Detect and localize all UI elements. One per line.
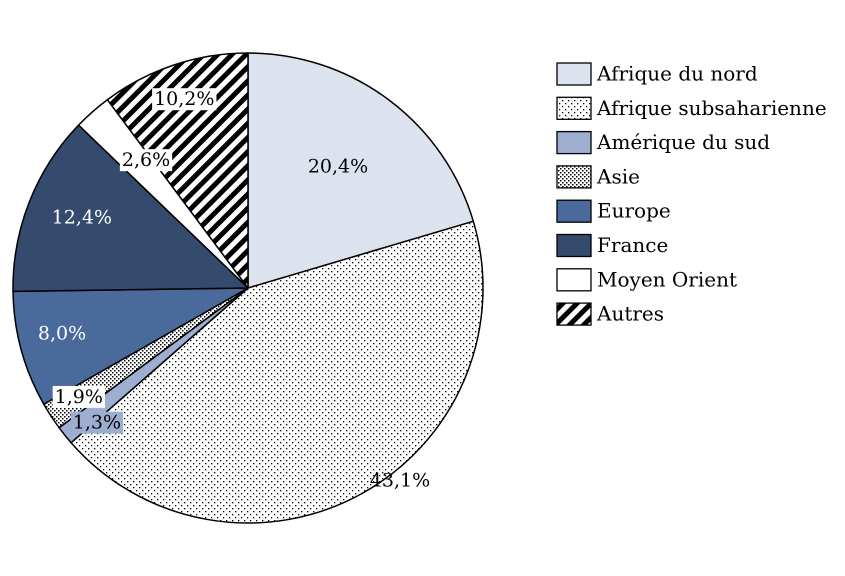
slice-label-bg-autres [152, 88, 217, 111]
slice-label-europe: 8,0% [38, 323, 86, 345]
slice-label-text-amerique-du-sud: 1,3% [73, 412, 121, 434]
slice-label-text-france: 12,4% [52, 206, 112, 228]
pie-slice-autres [106, 52, 249, 289]
pie-slice-afrique-subsaharienne [70, 220, 484, 524]
slice-label-france: 12,4% [52, 206, 112, 228]
slice-label-text-asie: 1,9% [55, 386, 103, 408]
legend-label-france: France [597, 233, 668, 257]
slice-label-amerique-du-sud: 1,3% [70, 411, 124, 434]
legend-swatch-asie [556, 165, 592, 189]
legend-swatch-autres [556, 302, 592, 326]
legend-swatch-europe [556, 199, 592, 223]
slice-label-bg-moyen-orient [119, 149, 173, 172]
slice-label-text-afrique-subsaharienne: 43,1% [370, 469, 430, 491]
slice-label-text-europe: 8,0% [38, 323, 86, 345]
slice-label-asie: 1,9% [52, 385, 105, 408]
pie-slice-afrique-du-nord [247, 52, 475, 289]
slice-label-text-afrique-du-nord: 20,4% [308, 156, 368, 178]
legend-swatch-amerique-du-sud [556, 130, 592, 155]
legend: Afrique du nord Afrique subsaharienne Amér… [556, 62, 827, 326]
slice-label-afrique-du-nord: 20,4% [308, 156, 368, 178]
legend-swatch-afrique-subsaharienne [556, 96, 592, 120]
slice-label-text-autres: 10,2% [154, 88, 214, 110]
legend-item-europe: Europe [556, 199, 671, 223]
pie-slice-europe [12, 287, 249, 405]
pie-slice-france [12, 124, 249, 293]
slice-label-bg-asie [52, 385, 105, 408]
legend-label-afrique-subsaharienne: Afrique subsaharienne [596, 96, 827, 120]
slice-label-bg-amerique-du-sud [70, 411, 124, 434]
legend-item-asie: Asie [556, 164, 640, 189]
pie-labels: 20,4% 43,1% 1,3% 1,9% 8,0% 12,4% 2,6% 10,2% [38, 88, 430, 491]
legend-label-europe: Europe [597, 199, 671, 223]
legend-label-moyen-orient: Moyen Orient [597, 267, 737, 291]
legend-label-autres: Autres [596, 302, 664, 326]
legend-swatch-moyen-orient [556, 268, 592, 292]
legend-item-afrique-du-nord: Afrique du nord [556, 62, 758, 86]
slice-label-afrique-subsaharienne: 43,1% [370, 469, 430, 491]
slice-label-text-moyen-orient: 2,6% [122, 149, 170, 171]
legend-item-autres: Autres [556, 302, 664, 326]
legend-swatch-afrique-du-nord [556, 62, 592, 86]
legend-item-afrique-subsaharienne: Afrique subsaharienne [556, 96, 827, 120]
slice-label-autres: 10,2% [152, 88, 217, 111]
legend-item-france: France [556, 233, 668, 258]
legend-swatch-france [556, 233, 592, 258]
legend-label-asie: Asie [596, 164, 640, 188]
legend-item-amerique-du-sud: Amérique du sud [556, 130, 770, 155]
pie-slices [12, 52, 484, 524]
legend-label-afrique-du-nord: Afrique du nord [596, 62, 758, 86]
legend-item-moyen-orient: Moyen Orient [556, 267, 737, 292]
slice-label-moyen-orient: 2,6% [119, 149, 173, 172]
legend-label-amerique-du-sud: Amérique du sud [596, 130, 770, 154]
